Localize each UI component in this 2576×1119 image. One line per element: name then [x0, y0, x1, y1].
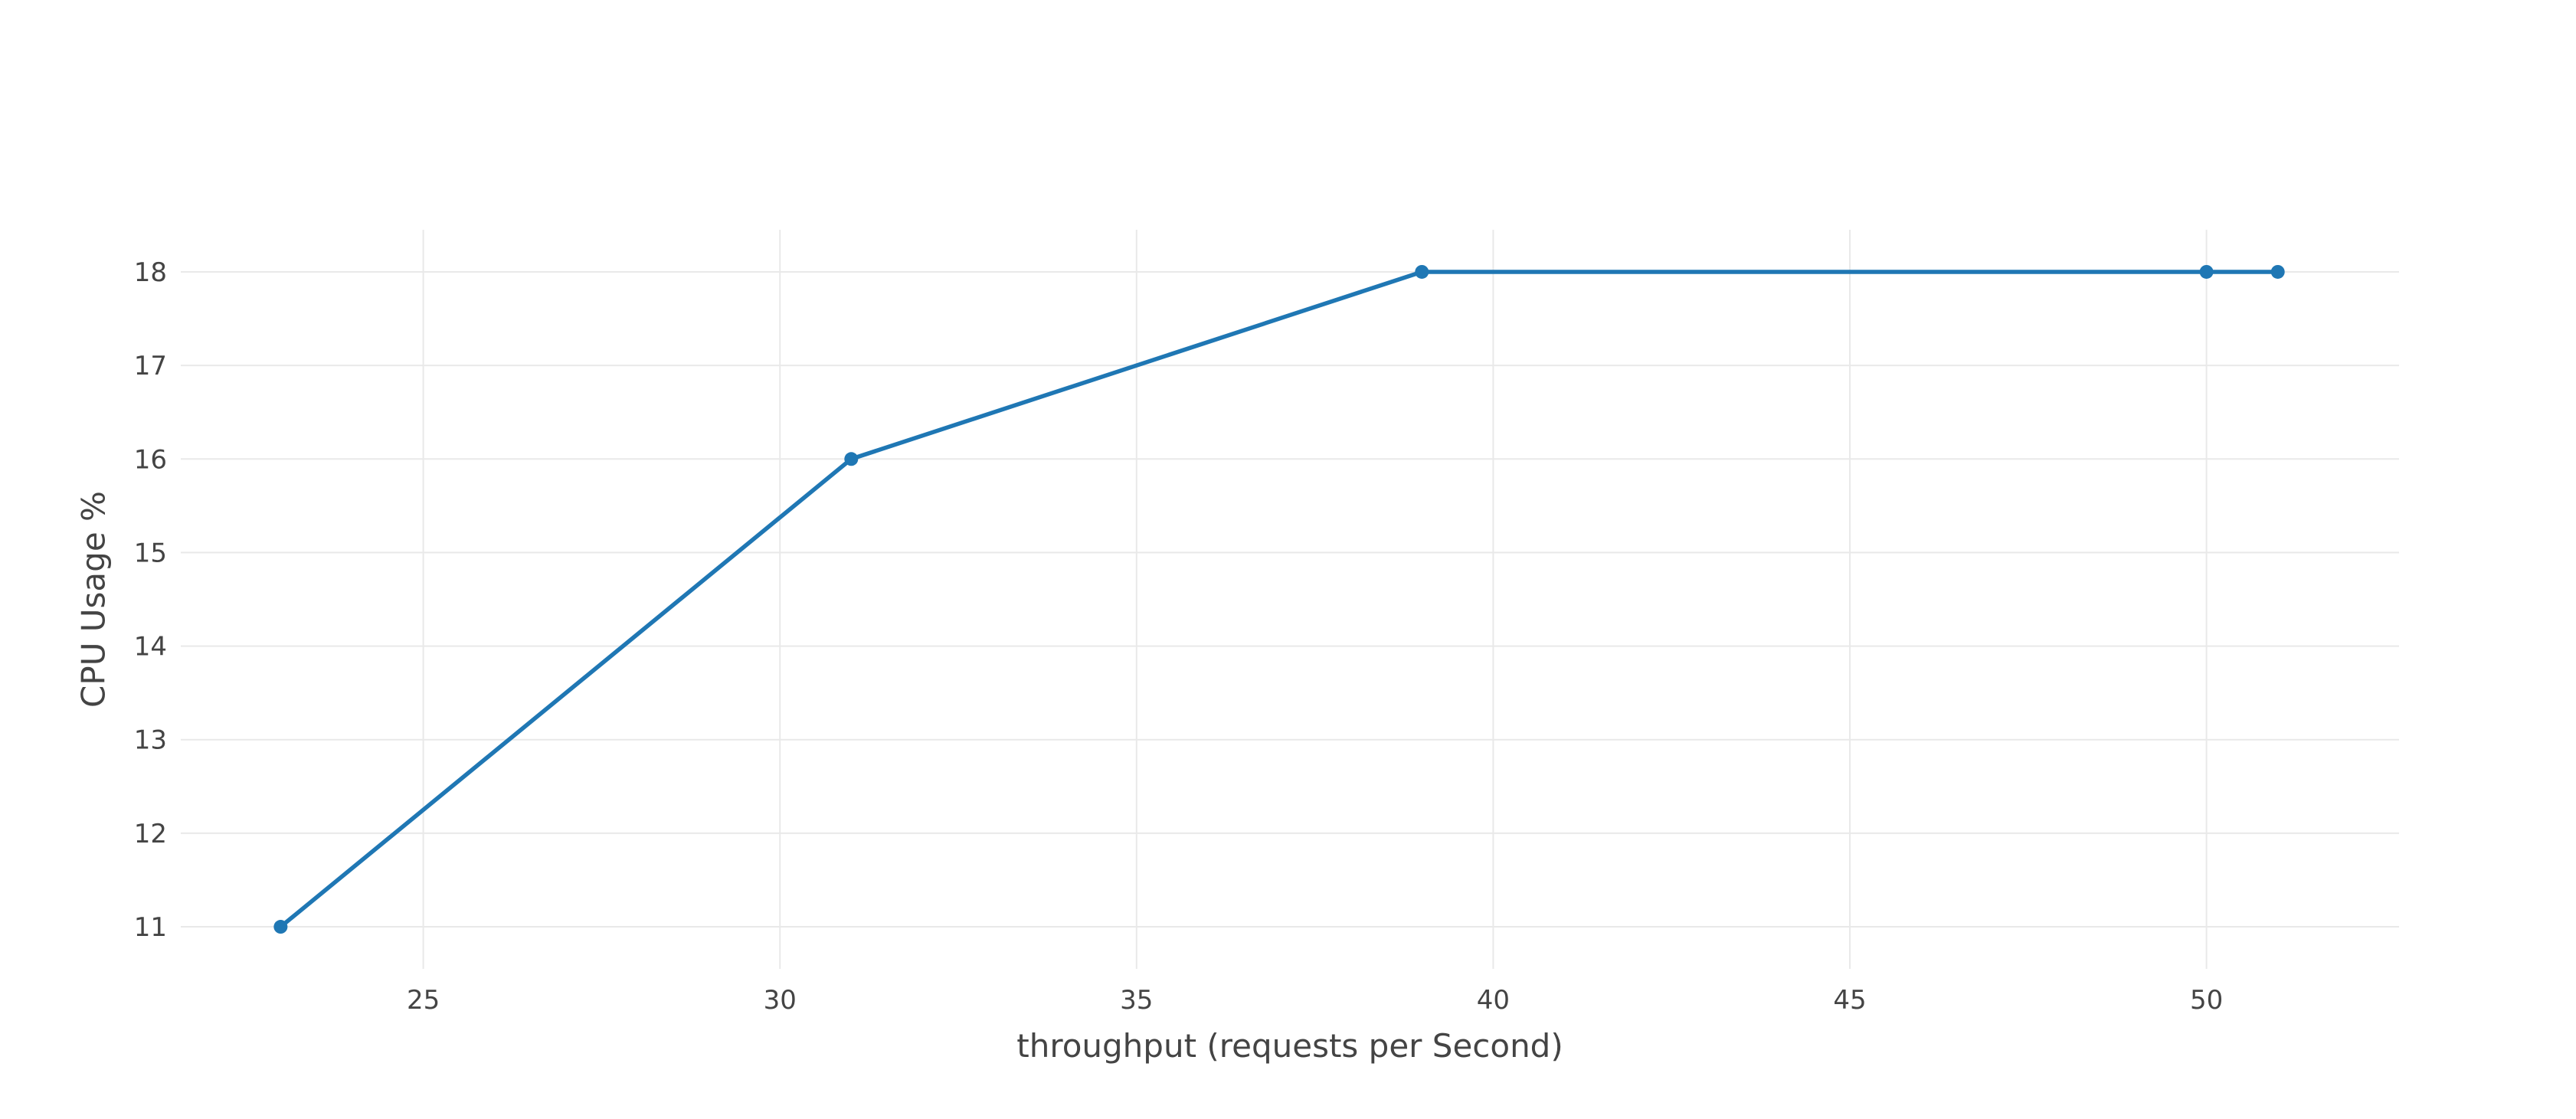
x-tick-label: 35 [1120, 985, 1153, 1016]
y-tick-label: 11 [134, 912, 167, 943]
y-axis-title: CPU Usage % [75, 491, 113, 708]
grid-layer [181, 230, 2399, 969]
data-point [273, 920, 288, 934]
y-tick-label: 13 [134, 725, 167, 756]
y-tick-label: 17 [134, 351, 167, 381]
data-point [2270, 264, 2285, 279]
data-point [1415, 264, 1429, 279]
y-tick-label: 12 [134, 819, 167, 849]
x-tick-label: 25 [407, 985, 440, 1016]
x-axis-title: throughput (requests per Second) [1016, 1027, 1563, 1065]
y-tick-label: 14 [134, 632, 167, 663]
series-line [278, 270, 2280, 929]
y-tick-label: 18 [134, 257, 167, 288]
x-tick-label: 50 [2190, 985, 2223, 1016]
tick-label-layer: 25 30 35 40 45 50 11 12 13 14 15 16 17 18 [134, 257, 2223, 1016]
x-tick-label: 40 [1477, 985, 1510, 1016]
x-tick-label: 45 [1833, 985, 1866, 1016]
data-point [844, 452, 859, 466]
y-tick-label: 16 [134, 444, 167, 475]
y-tick-label: 15 [134, 538, 167, 568]
series-layer [273, 264, 2285, 934]
data-point [2199, 264, 2214, 279]
x-tick-label: 30 [764, 985, 797, 1016]
